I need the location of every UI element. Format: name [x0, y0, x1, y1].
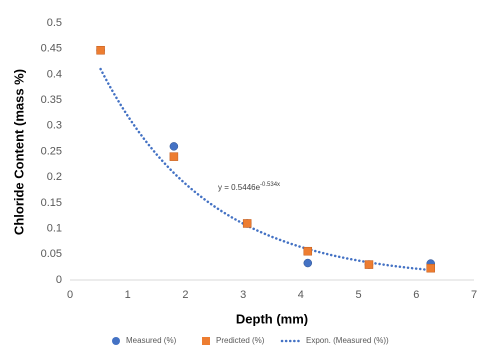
- y-tick-label: 0.05: [41, 248, 62, 260]
- trendline: [99, 67, 432, 272]
- x-tick-label: 4: [298, 289, 304, 301]
- legend-label: Expon. (Measured (%)): [306, 336, 389, 345]
- x-tick-label: 0: [67, 289, 73, 301]
- x-tick-label: 1: [125, 289, 131, 301]
- y-tick-label: 0.5: [47, 17, 62, 29]
- marker: [303, 258, 313, 268]
- y-tick-label: 0.45: [41, 43, 62, 55]
- marker: [303, 246, 313, 256]
- marker: [242, 219, 252, 228]
- y-tick-label: 0: [56, 274, 62, 286]
- legend-label: Predicted (%): [216, 336, 265, 345]
- marker: [169, 142, 179, 151]
- marker: [96, 45, 105, 55]
- x-tick-label: 2: [182, 289, 188, 301]
- y-tick-label: 0.2: [47, 171, 62, 183]
- equation-base: y = 0.5446e: [218, 183, 261, 192]
- y-tick-label: 0.1: [47, 223, 62, 235]
- x-tick-label: 7: [471, 289, 477, 301]
- legend-swatch: [202, 337, 210, 345]
- y-tick-label: 0.35: [41, 94, 62, 106]
- equation-exponent: -0.534x: [260, 182, 280, 188]
- trendline-equation: y = 0.5446e-0.534x: [218, 182, 280, 193]
- legend-swatch: [112, 337, 120, 345]
- y-tick-label: 0.25: [41, 145, 62, 157]
- y-tick-label: 0.15: [41, 197, 62, 209]
- y-tick-label: 0.3: [47, 120, 62, 132]
- x-tick-label: 6: [413, 289, 419, 301]
- legend-label: Measured (%): [126, 336, 177, 345]
- x-axis-title: Depth (mm): [236, 311, 308, 326]
- marker: [169, 152, 179, 161]
- marker: [364, 260, 374, 269]
- y-axis-title: Chloride Content (mass %): [11, 69, 26, 235]
- x-tick-label: 5: [356, 289, 362, 301]
- x-tick-label: 3: [240, 289, 246, 301]
- marker: [426, 263, 435, 273]
- y-tick-label: 0.4: [47, 68, 62, 80]
